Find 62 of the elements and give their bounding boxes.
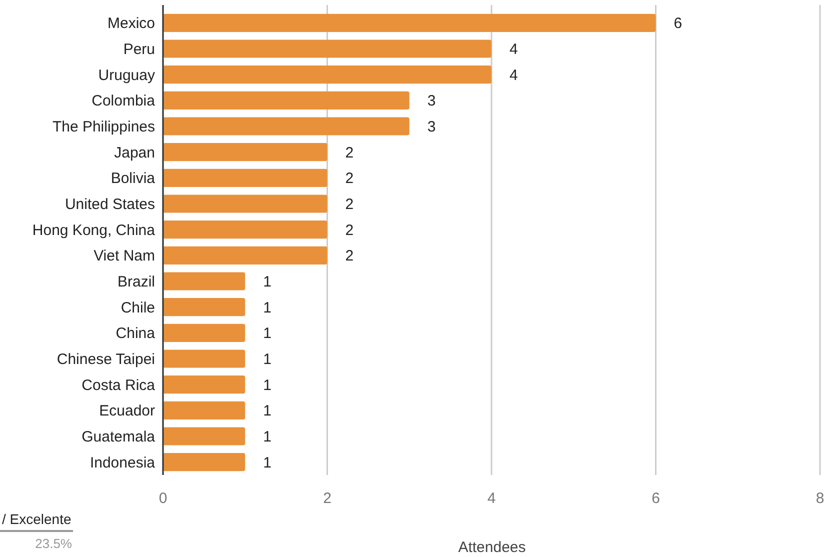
bar [163, 453, 246, 472]
data-label: 3 [427, 92, 436, 110]
y-tick-label: Uruguay [98, 66, 156, 84]
bar [163, 143, 328, 162]
y-tick-label: Costa Rica [82, 376, 156, 394]
y-tick-label: Guatemala [82, 428, 156, 446]
data-label: 1 [263, 376, 272, 394]
bar [163, 117, 410, 136]
bar [163, 246, 328, 264]
bar [163, 168, 328, 187]
bar [163, 324, 246, 342]
y-tick-label: Chile [120, 299, 155, 316]
y-tick-label: Brazil [117, 274, 155, 290]
x-tick-label: 0 [158, 490, 168, 507]
data-label: 2 [345, 222, 354, 239]
x-tick-label: 6 [652, 490, 660, 507]
data-label: 3 [427, 118, 436, 136]
y-tick-label: Japan [114, 144, 155, 162]
bar [163, 427, 246, 446]
x-axis-title: Attendees [458, 539, 526, 556]
data-label: 2 [345, 196, 354, 213]
bar [163, 14, 656, 32]
data-label: 1 [263, 299, 272, 316]
y-tick-label: Mexico [107, 15, 155, 32]
data-label: 1 [263, 325, 272, 342]
data-label: 6 [674, 15, 682, 32]
y-tick-label: Colombia [92, 92, 156, 110]
data-label: 1 [263, 274, 272, 290]
data-label: 1 [263, 402, 272, 420]
bar [163, 220, 328, 239]
bar [163, 91, 410, 110]
bar [163, 272, 246, 290]
bar [163, 401, 246, 420]
bar [163, 376, 246, 394]
y-tick-label: China [116, 325, 156, 342]
y-tick-label: Indonesia [90, 454, 156, 472]
data-label: 2 [345, 170, 354, 188]
x-tick-label: 2 [323, 490, 332, 507]
text: / Excelente [2, 511, 72, 527]
bar [163, 350, 246, 368]
y-tick-label: Chinese Taipei [56, 351, 155, 368]
y-tick-label: Viet Nam [94, 248, 155, 265]
data-label: 1 [263, 454, 272, 472]
x-tick-label: 4 [487, 490, 496, 507]
x-tick-label: 8 [816, 490, 824, 507]
y-tick-label: Hong Kong, China [32, 222, 156, 239]
data-label: 1 [263, 428, 272, 446]
y-tick-label: Peru [123, 41, 155, 58]
bar [163, 66, 492, 84]
bar [163, 40, 492, 58]
text: 23.5% [35, 536, 72, 551]
data-label: 4 [510, 41, 518, 58]
bar [163, 194, 328, 213]
data-label: 2 [345, 248, 354, 265]
y-tick-label: The Philippines [52, 118, 155, 136]
data-label: 2 [345, 144, 354, 162]
data-label: 4 [510, 66, 518, 84]
data-label: 1 [263, 351, 272, 368]
bar [163, 298, 246, 316]
y-tick-label: United States [64, 196, 155, 213]
y-tick-label: Bolivia [110, 170, 156, 188]
y-tick-label: Ecuador [99, 402, 155, 420]
